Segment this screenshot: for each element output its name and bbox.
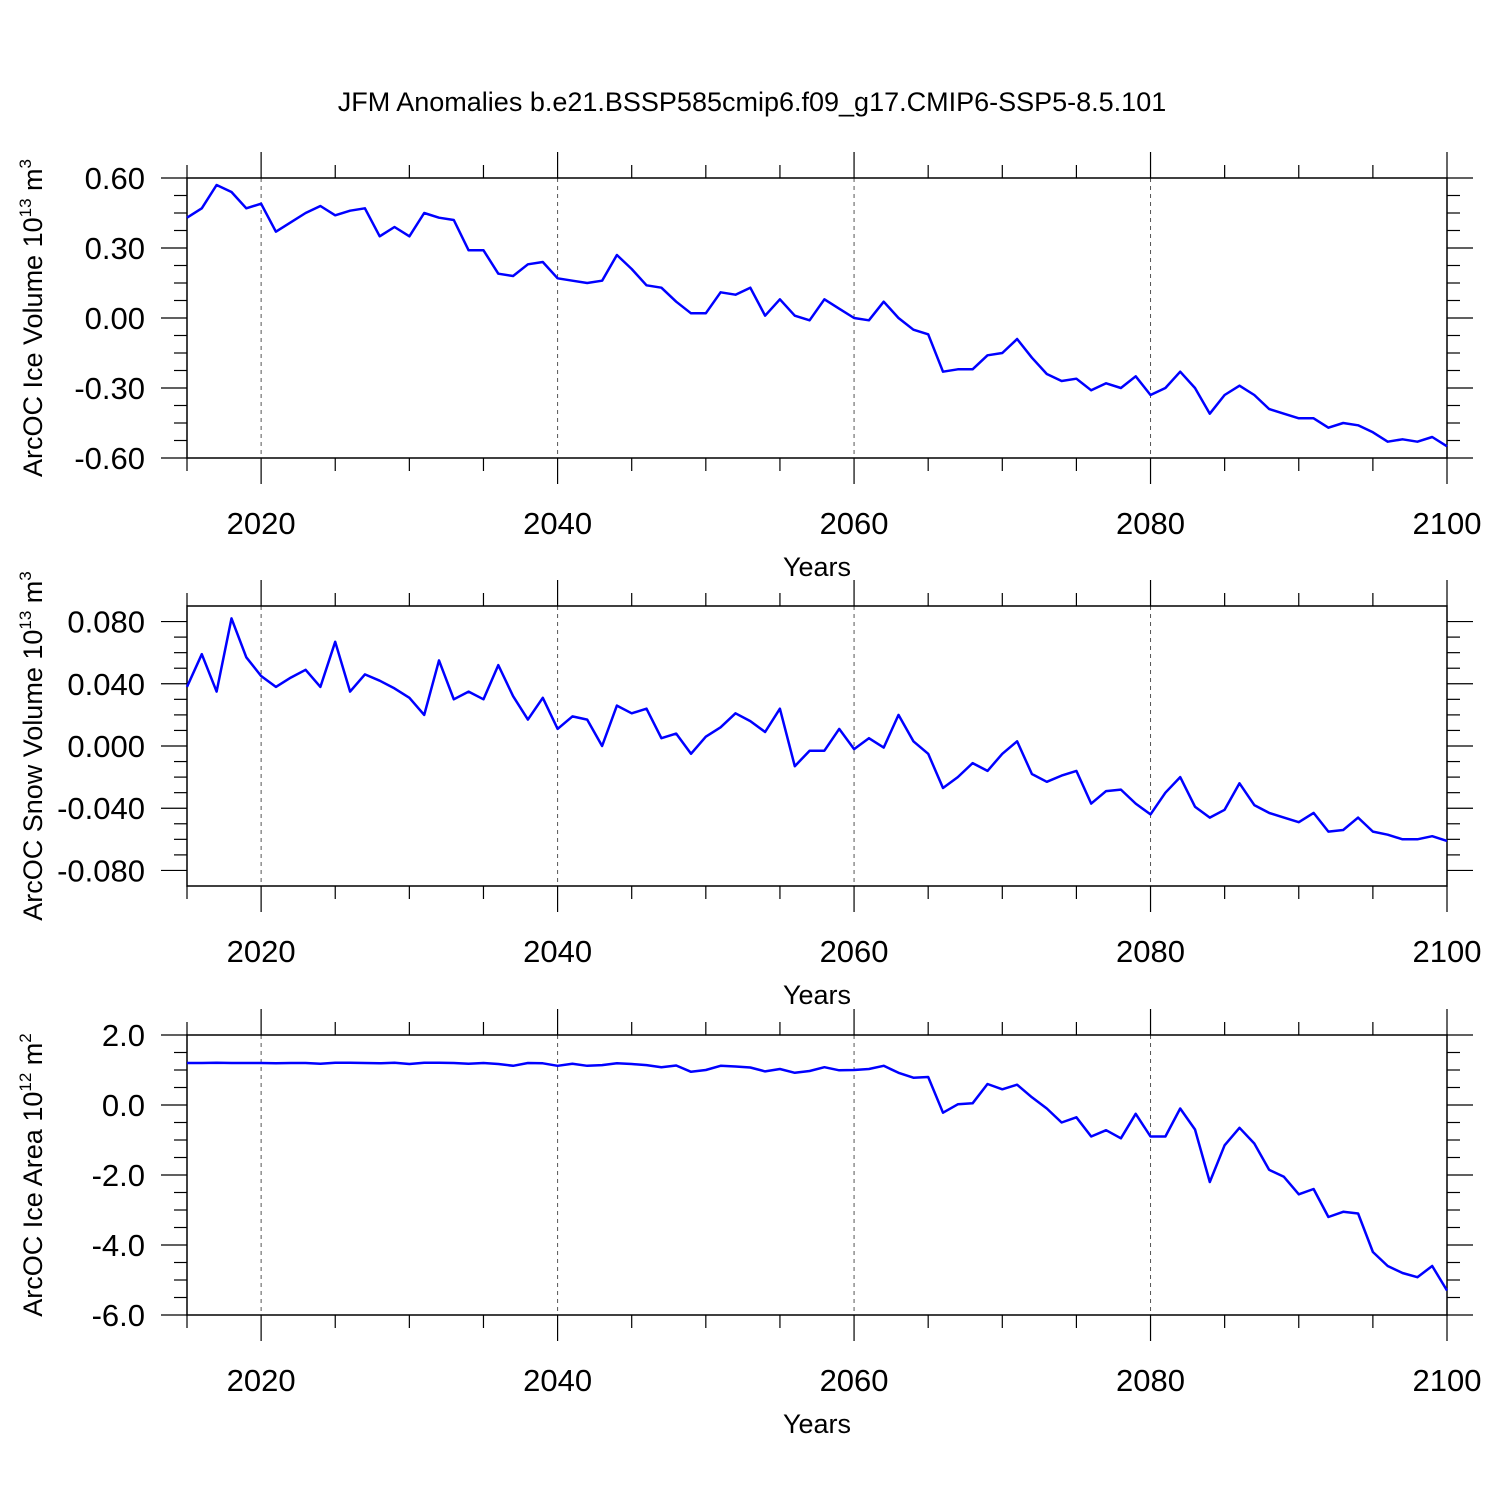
panel-2: 0.080 0.040 0.000 -0.040 -0.080 2020 2040 2060 2… [16, 571, 1481, 1010]
y-tick-label: 0.080 [67, 605, 145, 640]
figure-title: JFM Anomalies b.e21.BSSP585cmip6.f09_g17… [338, 87, 1166, 117]
x-tick-label: 2080 [1116, 506, 1185, 541]
series-line [186, 183, 1448, 448]
series-line [187, 1061, 1449, 1292]
series-line [185, 617, 1448, 843]
x-tick-label: 2040 [523, 1363, 592, 1398]
x-tick-label: 2100 [1413, 1363, 1482, 1398]
y-tick-label: 0.040 [67, 667, 145, 702]
y-tick-label: 0.30 [85, 231, 145, 266]
x-tick-label: 2020 [227, 506, 296, 541]
x-tick-label: 2060 [820, 1363, 889, 1398]
y-tick-label: -0.080 [57, 853, 145, 888]
y-tick-label: -0.30 [74, 371, 145, 406]
y-tick-label: -6.0 [92, 1298, 145, 1333]
y-tick-label: 2.0 [102, 1018, 145, 1053]
y-axis-label: ArcOC Ice Volume 1013 m3 [16, 159, 48, 477]
y-tick-label: 0.00 [85, 301, 145, 336]
y-tick-label: 0.60 [85, 161, 145, 196]
y-axis-label: ArcOC Snow Volume 1013 m3 [16, 571, 48, 921]
x-tick-label: 2100 [1413, 934, 1482, 969]
y-tick-label: 0.000 [67, 729, 145, 764]
y-tick-label: -4.0 [92, 1228, 145, 1263]
x-axis-label: Years [783, 552, 851, 582]
x-tick-label: 2080 [1116, 934, 1185, 969]
y-tick-label: -2.0 [92, 1158, 145, 1193]
x-axis-label: Years [783, 980, 851, 1010]
panels: 0.60 0.30 0.00 -0.30 -0.60 2020 2040 2060 2080 21… [16, 152, 1481, 1439]
x-tick-label: 2060 [820, 934, 889, 969]
x-tick-label: 2020 [227, 934, 296, 969]
panel-1: 0.60 0.30 0.00 -0.30 -0.60 2020 2040 2060 2080 21… [16, 152, 1481, 582]
x-tick-label: 2020 [227, 1363, 296, 1398]
x-tick-label: 2040 [523, 934, 592, 969]
x-axis-label: Years [783, 1409, 851, 1439]
y-tick-label: 0.0 [102, 1088, 145, 1123]
x-tick-label: 2100 [1413, 506, 1482, 541]
x-tick-label: 2080 [1116, 1363, 1185, 1398]
y-tick-label: -0.040 [57, 791, 145, 826]
y-tick-label: -0.60 [74, 441, 145, 476]
x-tick-label: 2040 [523, 506, 592, 541]
panel-3: 2.0 0.0 -2.0 -4.0 -6.0 2020 2040 2060 2080 2100 Ye… [16, 1009, 1481, 1439]
x-tick-label: 2060 [820, 506, 889, 541]
y-axis-label: ArcOC Ice Area 1012 m2 [16, 1033, 48, 1317]
